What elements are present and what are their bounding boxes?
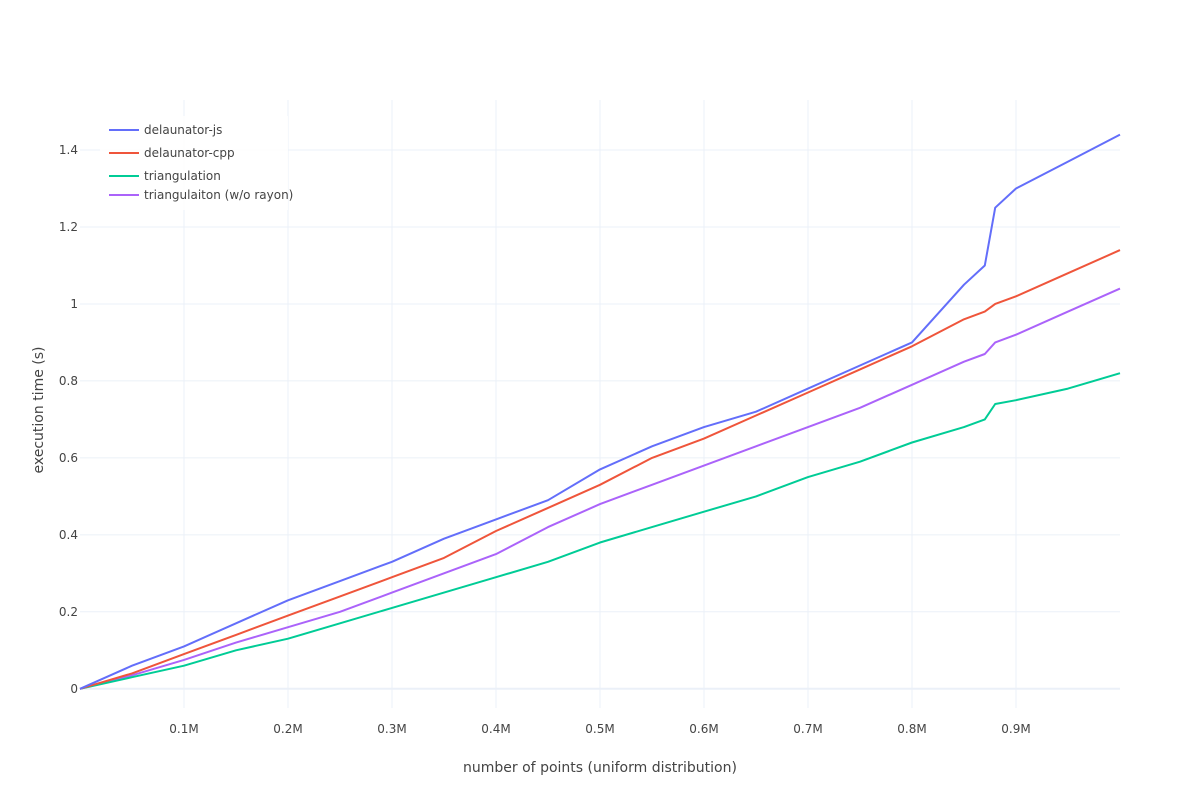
series-line-triangulaiton-w-o-rayon- xyxy=(79,287,1121,690)
y-tick-label: 0 xyxy=(70,682,78,696)
y-tick-label: 0.8 xyxy=(59,374,78,388)
y-tick-label: 0.6 xyxy=(59,451,78,465)
x-tick-label: 0.3M xyxy=(377,722,406,736)
legend-label: triangulation xyxy=(144,169,221,183)
legend-item[interactable]: triangulation xyxy=(109,169,221,183)
series-line-delaunator-cpp xyxy=(79,249,1121,690)
x-tick-label: 0.6M xyxy=(689,722,718,736)
y-tick-label: 0.2 xyxy=(59,605,78,619)
legend-label: triangulaiton (w/o rayon) xyxy=(144,188,293,202)
series-layer xyxy=(79,133,1121,690)
y-axis-title: execution time (s) xyxy=(31,347,47,474)
x-tick-label: 0.4M xyxy=(481,722,510,736)
y-tick-label: 1 xyxy=(70,297,78,311)
y-tick-label: 0.4 xyxy=(59,528,78,542)
legend-item[interactable]: delaunator-js xyxy=(109,123,222,137)
y-tick-label: 1.4 xyxy=(59,143,78,157)
legend-label: delaunator-js xyxy=(144,123,222,137)
x-tick-label: 0.1M xyxy=(169,722,198,736)
legend-item[interactable]: triangulaiton (w/o rayon) xyxy=(109,188,293,202)
legend-label: delaunator-cpp xyxy=(144,146,235,160)
series-line-delaunator-js xyxy=(79,133,1121,690)
legend-item[interactable]: delaunator-cpp xyxy=(109,146,235,160)
x-axis-title: number of points (uniform distribution) xyxy=(463,760,737,776)
y-axis-ticks: 0 0.2 0.4 0.6 0.8 1 1.2 1.4 xyxy=(59,143,78,696)
series-line-triangulation xyxy=(79,372,1121,690)
x-tick-label: 0.9M xyxy=(1001,722,1030,736)
grid-layer xyxy=(80,100,1120,708)
y-tick-label: 1.2 xyxy=(59,220,78,234)
legend[interactable]: delaunator-js delaunator-cpp triangulation… xyxy=(100,116,293,210)
x-tick-label: 0.5M xyxy=(585,722,614,736)
x-tick-label: 0.2M xyxy=(273,722,302,736)
x-tick-label: 0.7M xyxy=(793,722,822,736)
x-axis-ticks: 0.1M 0.2M 0.3M 0.4M 0.5M 0.6M 0.7M 0.8M 0.9M xyxy=(169,722,1030,736)
x-tick-label: 0.8M xyxy=(897,722,926,736)
